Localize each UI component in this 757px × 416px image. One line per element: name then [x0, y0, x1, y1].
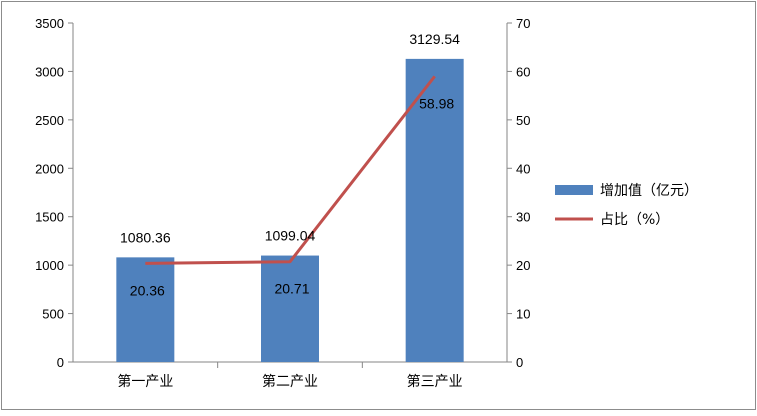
left-tick-label: 1500 [35, 210, 64, 225]
category-label: 第一产业 [117, 373, 173, 390]
left-tick-label: 1000 [35, 258, 64, 273]
category-label: 第三产业 [407, 373, 463, 390]
left-axis-ticks: 0 500 1000 1500 2000 2500 3000 3500 [35, 16, 73, 370]
right-tick-label: 10 [516, 307, 530, 322]
bar [116, 257, 175, 362]
line-data-label: 58.98 [419, 95, 454, 111]
legend-label-bar: 增加值（亿元） [600, 183, 698, 199]
right-tick-label: 70 [516, 16, 530, 31]
bar-series [116, 58, 464, 362]
left-tick-label: 2000 [35, 161, 64, 176]
bar-data-label: 1080.36 [120, 229, 171, 245]
line-data-label: 20.71 [274, 281, 309, 297]
category-label: 第二产业 [262, 373, 318, 390]
bar [261, 255, 319, 362]
left-tick-label: 0 [57, 355, 64, 370]
category-labels: 第一产业 第二产业 第三产业 [117, 362, 463, 390]
right-tick-label: 50 [516, 113, 530, 128]
legend: 增加值（亿元） 占比（%） [555, 183, 698, 228]
right-tick-label: 0 [516, 355, 523, 370]
left-tick-label: 3000 [35, 64, 64, 79]
right-axis-ticks: 0 10 20 30 40 50 60 70 [507, 16, 530, 370]
bar-data-label: 1099.04 [265, 228, 316, 244]
right-tick-label: 20 [516, 258, 530, 273]
bar-data-labels: 1080.36 1099.04 3129.54 [120, 31, 460, 245]
line-series [145, 75, 436, 265]
left-tick-label: 3500 [35, 16, 64, 31]
legend-swatch-bar [555, 185, 593, 195]
bar-data-label: 3129.54 [409, 31, 460, 47]
right-tick-label: 40 [516, 161, 530, 176]
right-tick-label: 30 [516, 210, 530, 225]
legend-label-line: 占比（%） [600, 212, 669, 228]
line-data-label: 20.36 [130, 282, 165, 298]
left-tick-label: 2500 [35, 113, 64, 128]
bar [405, 58, 464, 362]
right-tick-label: 60 [516, 64, 530, 79]
left-tick-label: 500 [42, 307, 64, 322]
line-data-labels: 20.36 20.71 58.98 [130, 95, 455, 298]
